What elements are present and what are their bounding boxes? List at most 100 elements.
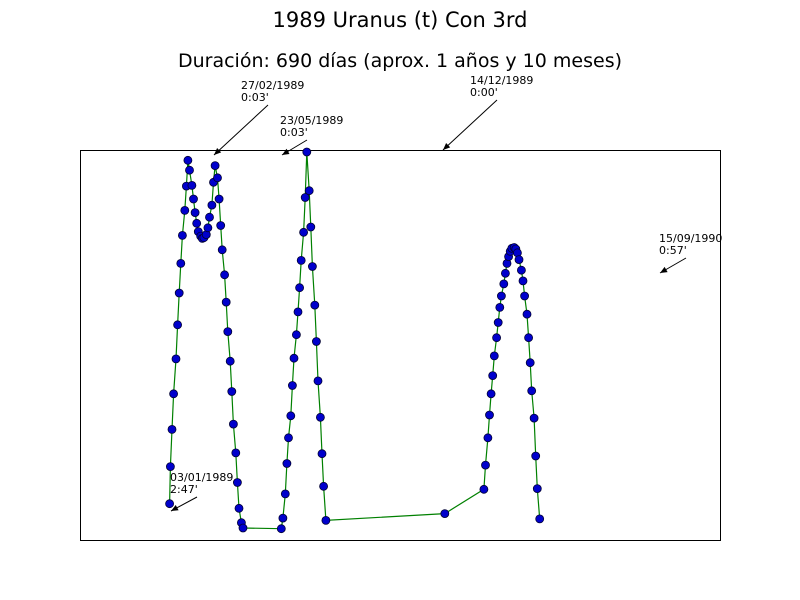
annotation-value-label: 0:03': [280, 126, 308, 139]
data-point: [311, 337, 321, 346]
data-point: [192, 218, 202, 228]
data-point: [496, 291, 506, 301]
data-point: [210, 161, 220, 171]
data-point: [189, 194, 198, 204]
data-point: [527, 386, 537, 396]
annotation-date-label: 23/05/1989: [280, 114, 343, 127]
data-point: [500, 268, 510, 278]
data-point: [223, 327, 233, 337]
data-point: [304, 186, 314, 196]
data-point: [481, 460, 490, 470]
data-point: [522, 309, 532, 319]
data-point: [284, 433, 293, 443]
data-point: [532, 484, 542, 494]
chart-subtitle: Duración: 690 días (aprox. 1 años y 10 m…: [177, 50, 623, 72]
annotation-arrow: [213, 104, 269, 156]
data-point: [173, 320, 183, 330]
data-point: [203, 223, 213, 233]
data-point: [167, 424, 177, 434]
data-point: [440, 509, 450, 518]
data-point: [180, 205, 190, 215]
data-point: [234, 503, 244, 513]
data-point: [296, 255, 306, 265]
annotation-arrow: [442, 99, 498, 151]
data-point: [169, 389, 179, 399]
data-point: [227, 387, 237, 396]
data-point: [276, 524, 286, 534]
data-point: [302, 147, 312, 157]
data-point: [183, 155, 193, 165]
annotation-arrowhead: [282, 148, 290, 155]
plot-frame: [80, 150, 721, 541]
data-point: [514, 255, 524, 265]
data-point: [190, 208, 200, 218]
data-point: [228, 419, 238, 429]
annotation-value-label: 2:47': [170, 483, 198, 496]
annotation-arrowhead: [443, 143, 451, 150]
annotation-arrowhead: [660, 266, 668, 273]
data-point: [221, 297, 231, 307]
data-point: [525, 358, 535, 368]
data-point: [483, 433, 493, 443]
annotation-value-label: 0:57': [659, 244, 687, 257]
markers-group: [165, 147, 545, 534]
data-point: [231, 448, 241, 458]
data-point: [535, 514, 545, 524]
data-point: [214, 194, 224, 204]
data-point: [518, 276, 528, 286]
data-point: [299, 227, 309, 237]
annotation-date-label: 27/02/1989: [241, 79, 304, 92]
data-point: [310, 300, 320, 310]
data-point: [493, 318, 503, 327]
annotation-date-label: 15/09/1990: [659, 232, 722, 245]
data-point: [492, 333, 502, 343]
data-point: [313, 376, 323, 386]
data-point: [205, 212, 214, 222]
data-point: [165, 462, 175, 472]
data-point: [289, 353, 299, 363]
data-point: [307, 262, 317, 271]
annotation-arrowhead: [171, 505, 179, 511]
data-point: [531, 451, 541, 461]
data-point: [479, 484, 489, 494]
data-point: [278, 513, 288, 523]
data-point: [291, 330, 301, 340]
data-point: [499, 279, 509, 289]
data-point: [238, 523, 248, 533]
data-point: [165, 499, 175, 509]
data-point: [295, 283, 305, 293]
data-point: [216, 221, 226, 230]
data-point: [488, 371, 498, 381]
annotation-value-label: 0:03': [241, 91, 269, 104]
data-point: [293, 307, 303, 317]
data-point: [315, 412, 325, 422]
data-point: [282, 459, 292, 468]
data-point: [174, 288, 184, 298]
annotation-date-label: 03/01/1989: [170, 471, 233, 484]
data-point: [225, 356, 235, 366]
annotations-group: 03/01/19892:47'27/02/19890:03'23/05/1989…: [170, 74, 722, 512]
data-point: [177, 230, 187, 240]
data-point: [524, 333, 533, 343]
data-point: [176, 258, 186, 268]
data-point: [517, 265, 526, 275]
chart-title: 1989 Uranus (t) Con 3rd: [272, 8, 528, 32]
data-point: [486, 389, 496, 399]
data-point: [319, 481, 329, 491]
data-point: [287, 381, 297, 390]
data-point: [286, 411, 296, 421]
data-point: [280, 489, 290, 499]
annotation-arrowhead: [214, 148, 222, 155]
data-point: [321, 516, 331, 525]
data-point: [217, 245, 227, 255]
data-point: [220, 270, 230, 280]
data-point: [300, 193, 310, 202]
data-point: [207, 200, 217, 210]
data-point: [306, 222, 316, 232]
data-point: [187, 180, 197, 190]
data-point: [171, 354, 181, 364]
data-point: [529, 413, 539, 423]
data-point: [185, 165, 194, 175]
annotation-value-label: 0:00': [470, 86, 498, 99]
